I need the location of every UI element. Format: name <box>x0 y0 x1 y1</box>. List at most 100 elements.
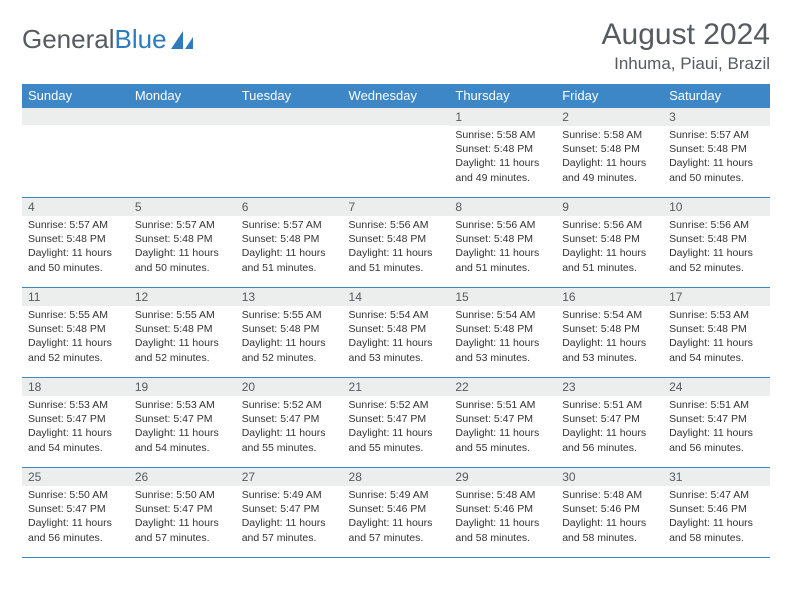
day-cell: 12Sunrise: 5:55 AMSunset: 5:48 PMDayligh… <box>129 288 236 378</box>
day-number: 6 <box>236 198 343 216</box>
day-cell: 19Sunrise: 5:53 AMSunset: 5:47 PMDayligh… <box>129 378 236 468</box>
weekday-header: Sunday <box>22 84 129 108</box>
day-cell: 4Sunrise: 5:57 AMSunset: 5:48 PMDaylight… <box>22 198 129 288</box>
day-info: Sunrise: 5:57 AMSunset: 5:48 PMDaylight:… <box>236 216 343 279</box>
day-info: Sunrise: 5:54 AMSunset: 5:48 PMDaylight:… <box>556 306 663 369</box>
day-number: 5 <box>129 198 236 216</box>
day-number: 14 <box>343 288 450 306</box>
day-number: 31 <box>663 468 770 486</box>
day-cell: 22Sunrise: 5:51 AMSunset: 5:47 PMDayligh… <box>449 378 556 468</box>
day-cell: 28Sunrise: 5:49 AMSunset: 5:46 PMDayligh… <box>343 468 450 558</box>
day-number: 22 <box>449 378 556 396</box>
day-info: Sunrise: 5:55 AMSunset: 5:48 PMDaylight:… <box>236 306 343 369</box>
day-cell: 24Sunrise: 5:51 AMSunset: 5:47 PMDayligh… <box>663 378 770 468</box>
day-info: Sunrise: 5:53 AMSunset: 5:47 PMDaylight:… <box>22 396 129 459</box>
day-number <box>343 108 450 125</box>
day-number: 8 <box>449 198 556 216</box>
day-info: Sunrise: 5:58 AMSunset: 5:48 PMDaylight:… <box>556 126 663 189</box>
calendar-row: 25Sunrise: 5:50 AMSunset: 5:47 PMDayligh… <box>22 468 770 558</box>
day-info: Sunrise: 5:58 AMSunset: 5:48 PMDaylight:… <box>449 126 556 189</box>
day-info: Sunrise: 5:56 AMSunset: 5:48 PMDaylight:… <box>343 216 450 279</box>
day-info: Sunrise: 5:48 AMSunset: 5:46 PMDaylight:… <box>556 486 663 549</box>
calendar-row: 18Sunrise: 5:53 AMSunset: 5:47 PMDayligh… <box>22 378 770 468</box>
day-info: Sunrise: 5:51 AMSunset: 5:47 PMDaylight:… <box>663 396 770 459</box>
day-cell: 20Sunrise: 5:52 AMSunset: 5:47 PMDayligh… <box>236 378 343 468</box>
day-info: Sunrise: 5:51 AMSunset: 5:47 PMDaylight:… <box>556 396 663 459</box>
day-number: 24 <box>663 378 770 396</box>
logo-text-blue: Blue <box>115 24 167 55</box>
header: GeneralBlue August 2024 Inhuma, Piaui, B… <box>22 18 770 74</box>
day-cell: 25Sunrise: 5:50 AMSunset: 5:47 PMDayligh… <box>22 468 129 558</box>
calendar-row: 11Sunrise: 5:55 AMSunset: 5:48 PMDayligh… <box>22 288 770 378</box>
day-info: Sunrise: 5:55 AMSunset: 5:48 PMDaylight:… <box>22 306 129 369</box>
day-cell: 10Sunrise: 5:56 AMSunset: 5:48 PMDayligh… <box>663 198 770 288</box>
month-title: August 2024 <box>602 18 770 52</box>
day-cell: 8Sunrise: 5:56 AMSunset: 5:48 PMDaylight… <box>449 198 556 288</box>
day-cell: 29Sunrise: 5:48 AMSunset: 5:46 PMDayligh… <box>449 468 556 558</box>
day-cell: 5Sunrise: 5:57 AMSunset: 5:48 PMDaylight… <box>129 198 236 288</box>
day-number: 25 <box>22 468 129 486</box>
calendar-page: GeneralBlue August 2024 Inhuma, Piaui, B… <box>0 0 792 568</box>
empty-cell <box>22 108 129 198</box>
day-number: 29 <box>449 468 556 486</box>
empty-cell <box>343 108 450 198</box>
day-number: 12 <box>129 288 236 306</box>
weekday-header: Wednesday <box>343 84 450 108</box>
day-number: 21 <box>343 378 450 396</box>
day-cell: 21Sunrise: 5:52 AMSunset: 5:47 PMDayligh… <box>343 378 450 468</box>
weekday-header: Tuesday <box>236 84 343 108</box>
day-info: Sunrise: 5:53 AMSunset: 5:47 PMDaylight:… <box>129 396 236 459</box>
weekday-header: Monday <box>129 84 236 108</box>
day-number: 13 <box>236 288 343 306</box>
day-cell: 1Sunrise: 5:58 AMSunset: 5:48 PMDaylight… <box>449 108 556 198</box>
day-cell: 14Sunrise: 5:54 AMSunset: 5:48 PMDayligh… <box>343 288 450 378</box>
day-number: 4 <box>22 198 129 216</box>
day-cell: 13Sunrise: 5:55 AMSunset: 5:48 PMDayligh… <box>236 288 343 378</box>
day-number: 26 <box>129 468 236 486</box>
day-cell: 18Sunrise: 5:53 AMSunset: 5:47 PMDayligh… <box>22 378 129 468</box>
day-cell: 7Sunrise: 5:56 AMSunset: 5:48 PMDaylight… <box>343 198 450 288</box>
day-number: 9 <box>556 198 663 216</box>
day-info: Sunrise: 5:57 AMSunset: 5:48 PMDaylight:… <box>663 126 770 189</box>
day-info: Sunrise: 5:57 AMSunset: 5:48 PMDaylight:… <box>22 216 129 279</box>
day-number: 30 <box>556 468 663 486</box>
day-number: 3 <box>663 108 770 126</box>
day-number: 19 <box>129 378 236 396</box>
day-number: 11 <box>22 288 129 306</box>
day-info: Sunrise: 5:52 AMSunset: 5:47 PMDaylight:… <box>236 396 343 459</box>
day-number <box>236 108 343 125</box>
logo-sail-icon <box>169 29 195 51</box>
day-number <box>129 108 236 125</box>
calendar-body: 1Sunrise: 5:58 AMSunset: 5:48 PMDaylight… <box>22 108 770 558</box>
day-info: Sunrise: 5:56 AMSunset: 5:48 PMDaylight:… <box>556 216 663 279</box>
calendar-table: SundayMondayTuesdayWednesdayThursdayFrid… <box>22 84 770 558</box>
day-cell: 26Sunrise: 5:50 AMSunset: 5:47 PMDayligh… <box>129 468 236 558</box>
day-info: Sunrise: 5:47 AMSunset: 5:46 PMDaylight:… <box>663 486 770 549</box>
day-cell: 3Sunrise: 5:57 AMSunset: 5:48 PMDaylight… <box>663 108 770 198</box>
day-cell: 30Sunrise: 5:48 AMSunset: 5:46 PMDayligh… <box>556 468 663 558</box>
day-cell: 9Sunrise: 5:56 AMSunset: 5:48 PMDaylight… <box>556 198 663 288</box>
day-cell: 2Sunrise: 5:58 AMSunset: 5:48 PMDaylight… <box>556 108 663 198</box>
weekday-header: Thursday <box>449 84 556 108</box>
day-info: Sunrise: 5:55 AMSunset: 5:48 PMDaylight:… <box>129 306 236 369</box>
day-info: Sunrise: 5:51 AMSunset: 5:47 PMDaylight:… <box>449 396 556 459</box>
weekday-header: Friday <box>556 84 663 108</box>
day-number: 18 <box>22 378 129 396</box>
day-number: 7 <box>343 198 450 216</box>
day-cell: 23Sunrise: 5:51 AMSunset: 5:47 PMDayligh… <box>556 378 663 468</box>
day-cell: 16Sunrise: 5:54 AMSunset: 5:48 PMDayligh… <box>556 288 663 378</box>
day-number: 23 <box>556 378 663 396</box>
day-info: Sunrise: 5:52 AMSunset: 5:47 PMDaylight:… <box>343 396 450 459</box>
day-info: Sunrise: 5:49 AMSunset: 5:46 PMDaylight:… <box>343 486 450 549</box>
day-cell: 15Sunrise: 5:54 AMSunset: 5:48 PMDayligh… <box>449 288 556 378</box>
day-info: Sunrise: 5:54 AMSunset: 5:48 PMDaylight:… <box>343 306 450 369</box>
empty-cell <box>236 108 343 198</box>
day-cell: 11Sunrise: 5:55 AMSunset: 5:48 PMDayligh… <box>22 288 129 378</box>
day-info: Sunrise: 5:49 AMSunset: 5:47 PMDaylight:… <box>236 486 343 549</box>
day-cell: 27Sunrise: 5:49 AMSunset: 5:47 PMDayligh… <box>236 468 343 558</box>
day-info: Sunrise: 5:50 AMSunset: 5:47 PMDaylight:… <box>22 486 129 549</box>
calendar-row: 4Sunrise: 5:57 AMSunset: 5:48 PMDaylight… <box>22 198 770 288</box>
logo: GeneralBlue <box>22 18 195 55</box>
day-info: Sunrise: 5:50 AMSunset: 5:47 PMDaylight:… <box>129 486 236 549</box>
calendar-row: 1Sunrise: 5:58 AMSunset: 5:48 PMDaylight… <box>22 108 770 198</box>
